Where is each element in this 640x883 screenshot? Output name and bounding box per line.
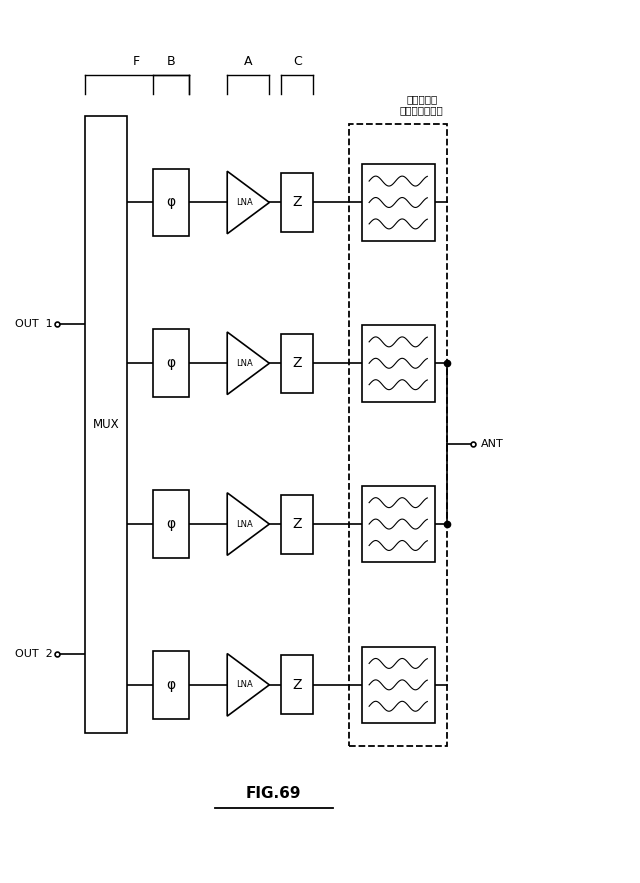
Bar xyxy=(362,646,435,723)
Bar xyxy=(153,651,189,719)
Text: F: F xyxy=(133,55,140,68)
Polygon shape xyxy=(227,493,269,555)
Bar xyxy=(281,494,314,554)
Bar xyxy=(362,164,435,241)
Bar xyxy=(362,325,435,402)
Bar xyxy=(281,334,314,393)
Text: B: B xyxy=(166,55,175,68)
Text: フィルタ／
マルチプレクサ: フィルタ／ マルチプレクサ xyxy=(400,94,444,116)
Text: OUT  2: OUT 2 xyxy=(15,649,52,660)
Text: Z: Z xyxy=(292,678,302,692)
Bar xyxy=(281,173,314,232)
Text: FIG.69: FIG.69 xyxy=(246,786,301,801)
Text: Z: Z xyxy=(292,356,302,370)
Text: LNA: LNA xyxy=(236,358,252,368)
Text: φ: φ xyxy=(166,195,175,209)
Text: φ: φ xyxy=(166,678,175,692)
Text: LNA: LNA xyxy=(236,680,252,690)
Bar xyxy=(281,655,314,714)
Bar xyxy=(349,125,447,745)
Bar xyxy=(362,486,435,562)
Text: C: C xyxy=(293,55,301,68)
Text: LNA: LNA xyxy=(236,519,252,529)
Text: LNA: LNA xyxy=(236,198,252,207)
Text: φ: φ xyxy=(166,517,175,531)
Text: MUX: MUX xyxy=(92,418,119,431)
Polygon shape xyxy=(227,171,269,234)
Bar xyxy=(153,169,189,237)
Bar xyxy=(153,490,189,558)
Text: Z: Z xyxy=(292,517,302,531)
Text: Z: Z xyxy=(292,195,302,209)
Bar xyxy=(84,116,127,733)
Text: A: A xyxy=(244,55,253,68)
Bar xyxy=(153,329,189,397)
Text: φ: φ xyxy=(166,356,175,370)
Polygon shape xyxy=(227,653,269,716)
Polygon shape xyxy=(227,332,269,395)
Text: ANT: ANT xyxy=(481,439,504,449)
Text: OUT  1: OUT 1 xyxy=(15,319,52,329)
